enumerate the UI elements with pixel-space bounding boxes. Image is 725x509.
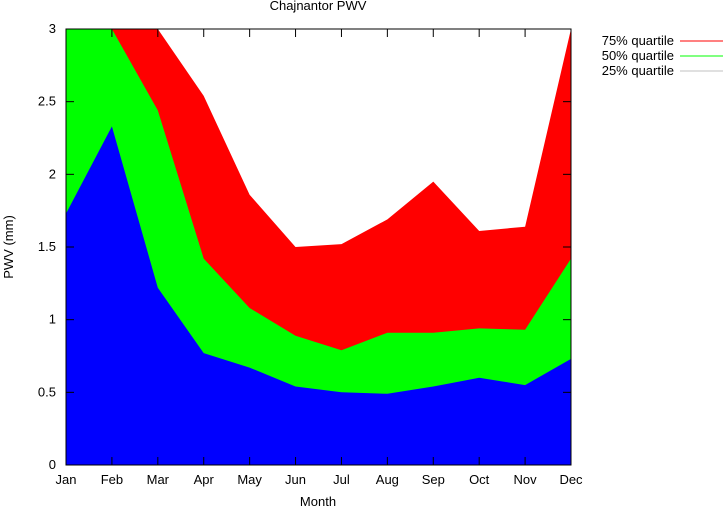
x-tick-label: Nov	[514, 472, 538, 487]
y-axis: 0 0.5 1 1.5 2 2.5 3	[38, 21, 571, 472]
x-tick-label: Jun	[285, 472, 306, 487]
area-series-2	[66, 126, 571, 466]
x-tick-label: Mar	[147, 472, 170, 487]
x-tick-label: May	[237, 472, 262, 487]
y-tick-label: 2.5	[38, 94, 56, 109]
y-tick-label: 1.5	[38, 239, 56, 254]
y-tick-label: 3	[49, 21, 56, 36]
x-tick-label: Oct	[469, 472, 490, 487]
legend-label: 75% quartile	[602, 33, 674, 48]
x-axis: Jan Feb Mar Apr May Jun Jul Aug Sep Oct Nov Dec	[56, 29, 583, 487]
x-tick-label: Jan	[56, 472, 77, 487]
y-tick-label: 2	[49, 166, 56, 181]
chart-title: Chajnantor PWV	[270, 0, 367, 13]
x-tick-label: Sep	[422, 472, 445, 487]
x-tick-label: Aug	[376, 472, 399, 487]
y-tick-label: 0	[49, 457, 56, 472]
x-tick-label: Jul	[333, 472, 350, 487]
x-tick-label: Apr	[194, 472, 215, 487]
y-axis-label: PWV (mm)	[1, 215, 16, 279]
legend-label: 50% quartile	[602, 48, 674, 63]
y-tick-label: 0.5	[38, 384, 56, 399]
series-areas	[66, 29, 571, 466]
x-axis-label: Month	[300, 494, 336, 509]
y-tick-label: 1	[49, 312, 56, 327]
x-tick-label: Feb	[101, 472, 123, 487]
legend-label: 25% quartile	[602, 63, 674, 78]
x-tick-label: Dec	[559, 472, 583, 487]
